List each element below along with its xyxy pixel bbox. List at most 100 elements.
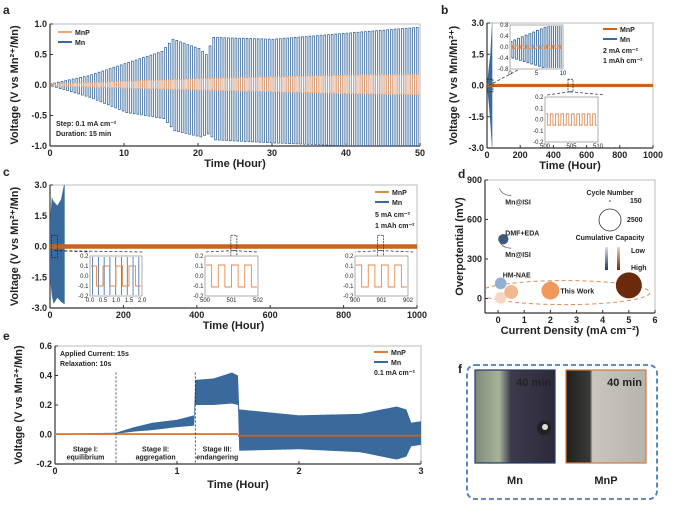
panel-label: e — [3, 329, 10, 343]
x-tick-label: 800 — [612, 150, 627, 160]
inset-y-tick-label: 0.1 — [535, 106, 544, 112]
plot-area — [546, 113, 597, 126]
inset-y-tick-label: 0.0 — [535, 118, 544, 124]
inset-plot: 0 5 10 -0.8 -0.4 0.0 0.4 0.8 — [498, 23, 567, 77]
size-legend-small — [609, 200, 611, 202]
inset-y-tick-label: 0.1 — [80, 264, 89, 270]
y-tick-label: 600 — [467, 215, 482, 225]
point-marker — [498, 234, 509, 245]
y-tick-label: 1.0 — [34, 19, 47, 29]
y-tick-label: 0.0 — [34, 242, 47, 252]
inset-mn-trace — [511, 26, 562, 68]
x-tick-label: 0 — [484, 150, 489, 160]
y-tick-label: -0.5 — [31, 111, 47, 121]
inset-x-tick-label: 0 — [508, 71, 512, 77]
legend-label: Mn — [391, 360, 401, 367]
inset-plot: 500 505 510 -0.2 -0.1 0.0 0.1 0.2 — [533, 95, 604, 150]
panel-label: c — [3, 165, 10, 179]
inset-y-tick-label: -0.4 — [498, 56, 509, 62]
plot-area — [487, 23, 653, 148]
inset-y-tick-label: 0.1 — [345, 264, 354, 270]
color-legend-high: High — [631, 265, 647, 272]
x-tick-label: 200 — [513, 150, 528, 160]
data-point: This Work — [541, 281, 594, 300]
y-tick-label: 0.0 — [34, 80, 47, 90]
panel-label: a — [3, 3, 10, 17]
mn-trace — [55, 372, 421, 460]
x-axis-label: Time (Hour) — [203, 320, 265, 332]
y-tick-label: 1.5 — [34, 211, 47, 221]
x-tick-label: 10 — [119, 148, 129, 158]
y-axis-label: Overpotential (mV) — [454, 197, 466, 296]
inset-x-tick-label: 10 — [560, 71, 567, 77]
stage-title: Stage I: — [73, 446, 98, 453]
x-tick-label: 600 — [579, 150, 594, 160]
zoom-connector — [380, 250, 414, 253]
point-label: HM-NAE — [503, 272, 531, 279]
inset-plot: 500 501 502 -0.2 -0.1 0.0 0.1 0.2 — [193, 254, 264, 304]
size-legend-large — [598, 208, 622, 232]
size-legend-small-label: 150 — [630, 198, 642, 205]
inset-mnp-trace — [206, 264, 257, 288]
colorbar-mnp — [617, 247, 620, 270]
inset-y-tick-label: 0.2 — [80, 254, 89, 260]
panel-f: f 40 min Mn 40 min MnP — [458, 362, 658, 500]
color-legend-low: Low — [631, 248, 646, 255]
x-tick-label: 20 — [193, 148, 203, 158]
legend-label: MnP — [391, 350, 406, 357]
data-point: HM-NAE — [494, 272, 531, 290]
y-tick-label: 3.0 — [34, 180, 47, 190]
annotation-capacity: 1 mAh cm⁻² — [603, 58, 643, 65]
this-work-highlight — [485, 280, 651, 306]
caption: Mn — [507, 475, 523, 487]
point-label: DMF+EDA — [505, 230, 539, 237]
inset-y-tick-label: -0.1 — [193, 284, 204, 290]
stage-name: equilibrium — [67, 455, 105, 462]
inset-y-tick-label: -0.2 — [78, 294, 89, 300]
inset-y-tick-label: -0.1 — [533, 129, 544, 135]
x-tick-label: 6 — [652, 315, 657, 325]
x-tick-label: 1000 — [643, 150, 663, 160]
annotation-duration: Duration: 15 min — [56, 131, 111, 138]
inset-x-tick-label: 502 — [253, 298, 264, 304]
inset-x-tick-label: 501 — [226, 298, 237, 304]
inset-y-tick-label: 0.4 — [500, 34, 509, 40]
inset-x-tick-label: 0.0 — [86, 298, 95, 304]
zoom-region — [51, 234, 58, 259]
color-legend-title: Cumulative Capacity — [576, 235, 645, 242]
data-point — [615, 272, 642, 299]
y-tick-label: 300 — [467, 254, 482, 264]
stage-name: aggregation — [136, 455, 176, 462]
zoom-connector — [488, 69, 519, 86]
annotation-current: 5 mA cm⁻² — [375, 212, 411, 219]
legend-label: Mn — [392, 200, 402, 207]
micrograph-image — [565, 369, 647, 464]
y-axis-label: Voltage (V vs Mn/Mn²⁺) — [448, 26, 460, 146]
inset-x-tick-label: 500 — [540, 144, 551, 150]
mnp-trace — [50, 244, 417, 249]
x-tick-label: 800 — [336, 310, 351, 320]
stage-name: endangering — [196, 455, 238, 462]
zoom-connector — [354, 250, 381, 253]
size-legend-title: Cycle Number — [586, 190, 633, 197]
inset-x-tick-label: 0.5 — [99, 298, 108, 304]
data-point: Mn@ISI — [498, 240, 531, 259]
zoom-connector — [546, 91, 571, 96]
y-axis-label: Voltage (V vs Mn²⁺/Mn) — [9, 25, 21, 145]
inset-x-tick-label: 505 — [566, 144, 577, 150]
data-point: Mn@ISI — [498, 188, 531, 206]
inset-plot: 0.0 0.5 1.0 1.5 2.0 -0.2 -0.1 0.0 0.1 0.2 — [78, 254, 147, 304]
time-label: 40 min — [607, 377, 642, 389]
legend-label: MnP — [620, 27, 635, 34]
x-axis-label: Current Density (mA cm⁻²) — [501, 325, 640, 337]
annotation-capacity: 1 mAh cm⁻² — [375, 223, 415, 230]
y-tick-label: 0.4 — [39, 371, 52, 381]
inset-x-tick-label: 902 — [403, 298, 414, 304]
x-tick-label: 4 — [600, 315, 605, 325]
point-marker — [498, 188, 512, 196]
plot-area — [511, 26, 562, 68]
point-label: Mn@ISI — [505, 252, 531, 259]
inset-y-tick-label: 0.2 — [345, 254, 354, 260]
data-point — [494, 292, 507, 304]
y-axis-label: Voltage (V vs Mn²⁺/Mn) — [13, 345, 25, 465]
